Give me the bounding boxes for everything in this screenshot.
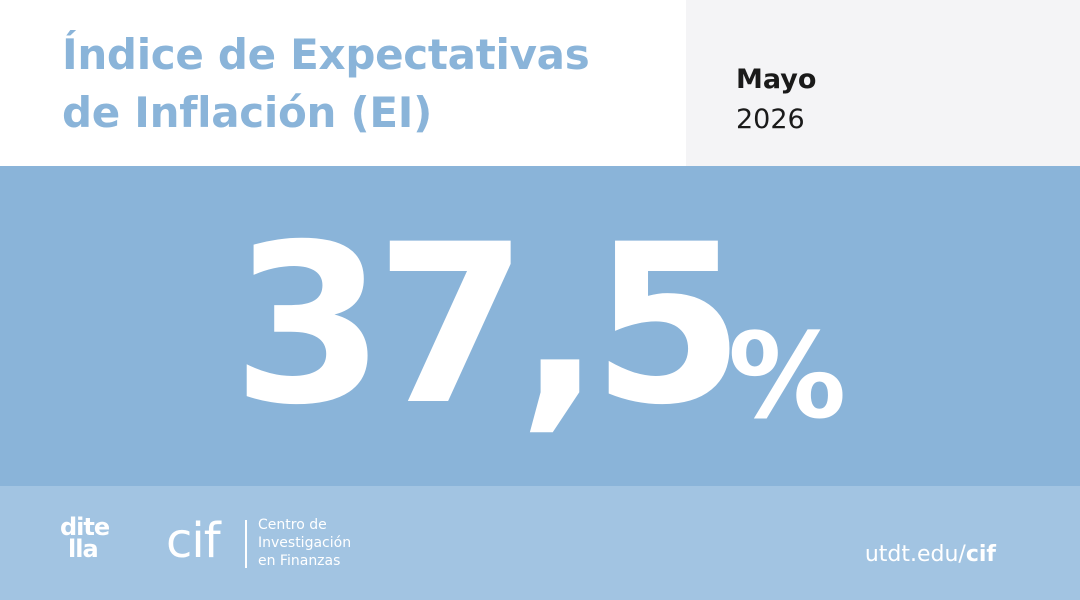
website-link-prefix: utdt.edu/ — [864, 542, 966, 567]
index-value: 37,5 % — [232, 200, 852, 460]
ditella-logo: dite lla — [60, 513, 120, 572]
cif-name-line-2: Investigación — [258, 535, 352, 551]
footer: dite lla cif Centro de Investigación en … — [0, 486, 1080, 600]
date-box: Mayo 2026 — [686, 0, 1080, 166]
cif-name-line-1: Centro de — [258, 517, 327, 533]
ditella-logo-line-1: dite — [60, 513, 110, 541]
index-value-number: 37,5 — [232, 197, 745, 453]
ditella-logo-line-2: lla — [68, 535, 99, 563]
title-line-2: de Inflación (EI) — [62, 88, 432, 137]
month-label: Mayo — [736, 64, 817, 95]
cif-logo-divider — [245, 520, 247, 568]
percent-sign: % — [728, 307, 847, 445]
index-value-panel: 37,5 % — [0, 166, 1080, 486]
cif-name-line-3: en Finanzas — [258, 553, 341, 569]
page-title: Índice de Expectativas de Inflación (EI) — [62, 26, 672, 142]
title-line-1: Índice de Expectativas — [62, 30, 590, 79]
year-label: 2026 — [736, 104, 805, 135]
cif-name: Centro de Investigación en Finanzas — [258, 516, 351, 570]
header: Índice de Expectativas de Inflación (EI)… — [0, 0, 1080, 166]
cif-logo-mark: cif — [166, 513, 221, 569]
website-link-suffix: cif — [965, 542, 996, 567]
website-link[interactable]: utdt.edu/cif — [865, 542, 996, 567]
